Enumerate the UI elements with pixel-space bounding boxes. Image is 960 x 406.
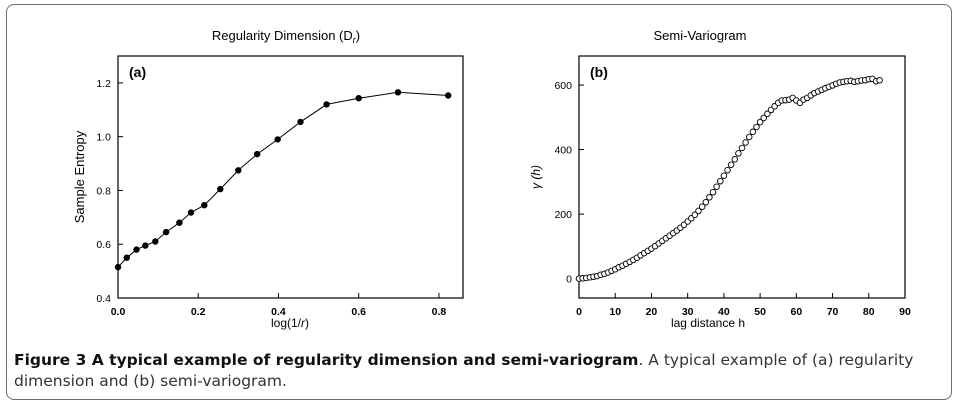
chart-a-point-10 bbox=[235, 167, 242, 174]
chart-a-ytick-label-0: 0.4 bbox=[96, 293, 111, 305]
chart-b-xtick-label-1: 10 bbox=[609, 306, 621, 318]
chart-b-xtick-label-2: 20 bbox=[646, 306, 658, 318]
chart-a-xtick-label-3: 0.6 bbox=[351, 306, 366, 318]
chart-a-point-5 bbox=[162, 228, 170, 236]
chart-a-point-14 bbox=[323, 101, 330, 108]
chart-a-xtick-label-2: 0.4 bbox=[271, 306, 286, 318]
chart-b-xtick-label-4: 40 bbox=[718, 306, 730, 318]
chart-a-panel-label: (a) bbox=[129, 64, 146, 80]
chart-b-point-48 bbox=[749, 128, 757, 136]
chart-a-point-11 bbox=[254, 150, 261, 158]
chart-a-point-1 bbox=[123, 254, 130, 261]
chart-b-point-44 bbox=[735, 150, 742, 157]
chart-b-xtick-label-7: 70 bbox=[827, 306, 839, 318]
chart-b-plot-area bbox=[578, 55, 906, 299]
figure-frame bbox=[6, 4, 952, 400]
chart-a-point-16 bbox=[394, 89, 402, 96]
chart-a-point-3 bbox=[142, 242, 149, 249]
chart-a-xtick-label-4: 0.8 bbox=[432, 306, 447, 318]
chart-b-panel-label: (b) bbox=[590, 64, 608, 80]
chart-regularity-dimension: Regularity Dimension (Dr) 0.4 0.6 0.8 1.0 1.… bbox=[72, 28, 464, 330]
chart-b-point-36 bbox=[706, 194, 713, 201]
chart-a-point-0 bbox=[114, 263, 122, 271]
chart-b-point-52 bbox=[764, 110, 771, 118]
chart-b-ytick-label-2: 400 bbox=[554, 145, 572, 157]
chart-a-point-12 bbox=[274, 136, 281, 143]
chart-a-point-2 bbox=[133, 246, 140, 253]
chart-a-point-17 bbox=[445, 92, 452, 99]
figure-caption: Figure 3 A typical example of regularity… bbox=[14, 350, 944, 392]
chart-b-point-32 bbox=[691, 211, 699, 219]
chart-b-x-ticks: 0 10 20 30 40 50 60 70 80 90 bbox=[576, 293, 911, 318]
chart-b-point-40 bbox=[720, 172, 728, 179]
chart-b-point-50 bbox=[756, 118, 764, 126]
chart-b-xtick-label-8: 80 bbox=[863, 306, 875, 318]
chart-b-xtick-label-5: 50 bbox=[754, 306, 766, 318]
chart-b-point-43 bbox=[731, 156, 739, 163]
chart-a-x-ticks: 0.0 0.2 0.4 0.6 0.8 bbox=[111, 293, 447, 318]
figure-caption-text: . A typical example of (a) regularity di… bbox=[14, 351, 914, 390]
chart-a-y-ticks: 0.4 0.6 0.8 1.0 1.2 bbox=[96, 78, 123, 305]
chart-a-ytick-label-4: 1.2 bbox=[96, 78, 111, 90]
chart-a-point-7 bbox=[187, 209, 195, 216]
chart-a-points bbox=[114, 89, 452, 271]
chart-b-point-39 bbox=[717, 177, 724, 185]
chart-b-xtick-label-0: 0 bbox=[576, 306, 582, 318]
chart-b-point-45 bbox=[738, 144, 746, 152]
chart-b-xlabel: lag distance h bbox=[671, 316, 745, 330]
chart-b-point-42 bbox=[727, 161, 735, 168]
chart-a-xtick-label-0: 0.0 bbox=[111, 306, 126, 318]
chart-a-ytick-label-3: 1.0 bbox=[96, 132, 111, 144]
chart-a-point-15 bbox=[355, 95, 362, 102]
chart-a-ytick-label-1: 0.6 bbox=[96, 239, 111, 251]
chart-a-point-8 bbox=[201, 202, 208, 209]
chart-b-ylabel: γ (h) bbox=[529, 165, 543, 189]
chart-b-point-34 bbox=[698, 203, 706, 210]
chart-a-xtick-label-1: 0.2 bbox=[191, 306, 206, 318]
chart-b-point-51 bbox=[760, 114, 767, 122]
chart-b-point-83 bbox=[876, 76, 883, 84]
chart-a-ylabel: Sample Entropy bbox=[72, 130, 87, 223]
chart-b-xtick-label-6: 60 bbox=[790, 306, 802, 318]
chart-b-ytick-label-3: 600 bbox=[554, 80, 572, 92]
chart-a-plot-area bbox=[117, 55, 464, 299]
chart-a-xlabel: log(1/r) bbox=[271, 316, 309, 330]
chart-b-y-ticks: 0 200 400 600 bbox=[554, 80, 584, 286]
chart-b-ytick-label-1: 200 bbox=[554, 209, 572, 221]
chart-a-title: Regularity Dimension (Dr) bbox=[212, 28, 360, 45]
chart-b-xtick-label-3: 30 bbox=[682, 306, 694, 318]
chart-b-point-37 bbox=[709, 188, 717, 196]
chart-a-point-6 bbox=[176, 219, 183, 226]
chart-a-point-4 bbox=[152, 238, 159, 245]
chart-b-point-33 bbox=[695, 207, 702, 215]
chart-b-title: Semi-Variogram bbox=[654, 28, 747, 43]
chart-semi-variogram: Semi-Variogram 0 200 400 600 0 10 20 30 40 50 60 7… bbox=[529, 28, 911, 330]
chart-a-ytick-label-2: 0.8 bbox=[96, 185, 111, 197]
chart-b-point-41 bbox=[724, 166, 731, 174]
chart-b-point-47 bbox=[745, 133, 753, 141]
chart-b-point-38 bbox=[713, 183, 720, 190]
chart-a-point-13 bbox=[297, 118, 304, 126]
chart-b-points bbox=[575, 75, 883, 282]
chart-b-xtick-label-9: 90 bbox=[899, 306, 911, 318]
chart-b-point-49 bbox=[753, 123, 760, 131]
chart-a-point-9 bbox=[217, 185, 224, 193]
chart-b-point-35 bbox=[702, 198, 710, 206]
chart-b-ytick-label-0: 0 bbox=[566, 274, 572, 286]
figure-caption-title: Figure 3 A typical example of regularity… bbox=[14, 351, 639, 369]
chart-b-point-46 bbox=[742, 139, 749, 146]
